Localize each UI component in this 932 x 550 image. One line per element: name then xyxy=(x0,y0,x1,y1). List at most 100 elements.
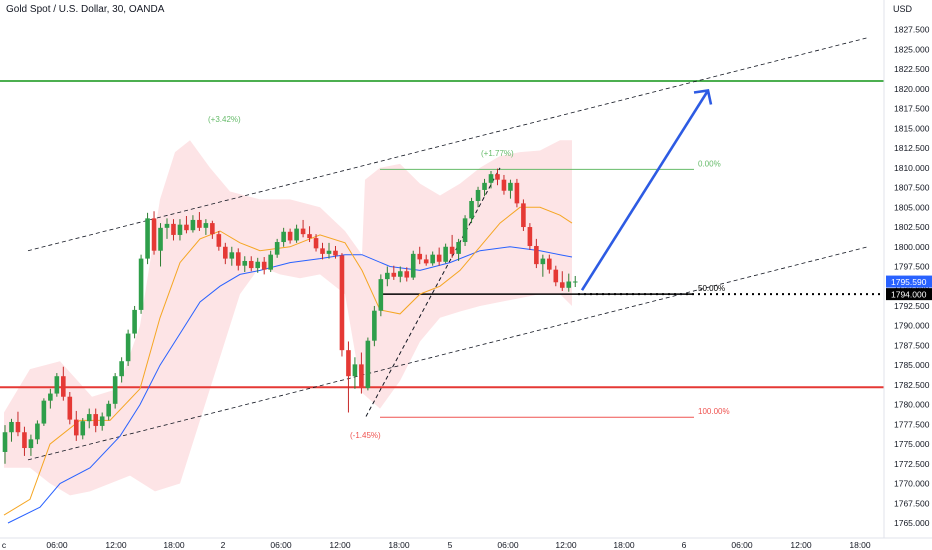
x-tick-label: 18:00 xyxy=(388,540,410,550)
candle-body xyxy=(475,189,481,201)
projection-arrow-line xyxy=(580,89,710,291)
candle-body xyxy=(449,246,455,254)
candle-body xyxy=(9,421,14,433)
y-tick-label: 1810.000 xyxy=(894,163,930,173)
x-tick-label: 18:00 xyxy=(613,540,635,550)
candle-body xyxy=(145,218,150,259)
change-percent-label: (-1.45%) xyxy=(350,431,381,440)
price-tag-box xyxy=(886,288,932,301)
y-tick-label: 1807.500 xyxy=(894,183,930,193)
y-tick-label: 1780.000 xyxy=(894,400,930,410)
candle-body xyxy=(216,234,222,247)
candle-body xyxy=(333,250,338,256)
x-tick-label: 6 xyxy=(682,540,687,550)
channel-upper-line xyxy=(27,37,869,252)
candle-body xyxy=(462,218,468,243)
y-tick-label: 1767.500 xyxy=(894,498,930,508)
x-tick-label: 06:00 xyxy=(270,540,292,550)
candle-body xyxy=(274,242,280,255)
candle-body xyxy=(365,340,371,389)
change-percent-label: (+1.77%) xyxy=(481,149,514,158)
candle-body xyxy=(73,419,79,436)
candle-body xyxy=(164,223,170,228)
x-tick-label: 2 xyxy=(221,540,226,550)
candle-body xyxy=(572,281,578,283)
x-tick-label: 5 xyxy=(448,540,453,550)
candle-body xyxy=(229,252,235,259)
candle-body xyxy=(456,242,461,254)
y-tick-label: 1790.000 xyxy=(894,321,930,331)
y-tick-label: 1812.500 xyxy=(894,143,930,153)
y-tick-label: 1825.000 xyxy=(894,44,930,54)
candle-body xyxy=(397,271,403,277)
candle-body xyxy=(261,261,267,270)
channel-lower-line xyxy=(27,246,869,461)
candle-body xyxy=(378,279,384,311)
candle-body xyxy=(48,393,53,401)
candle-body xyxy=(553,269,559,283)
candle-body xyxy=(210,223,215,235)
candle-body xyxy=(184,224,189,231)
candle-body xyxy=(119,361,124,377)
candle-body xyxy=(352,364,358,377)
candle-body xyxy=(540,258,546,265)
x-tick-label: 06:00 xyxy=(497,540,519,550)
candle-body xyxy=(125,333,131,362)
candle-body xyxy=(482,182,487,190)
candle-body xyxy=(527,227,533,246)
candle-body xyxy=(2,432,8,452)
price-axis-unit: USD xyxy=(893,4,913,14)
candle-body xyxy=(138,258,144,310)
y-tick-label: 1782.500 xyxy=(894,380,930,390)
candle-body xyxy=(559,282,565,288)
candle-body xyxy=(41,400,47,424)
candle-body xyxy=(15,421,21,433)
y-tick-label: 1785.000 xyxy=(894,360,930,370)
x-tick-label: 12:00 xyxy=(105,540,127,550)
y-tick-label: 1797.500 xyxy=(894,262,930,272)
y-tick-label: 1777.500 xyxy=(894,419,930,429)
candle-body xyxy=(203,223,209,228)
candle-body xyxy=(171,223,176,235)
y-tick-label: 1805.000 xyxy=(894,202,930,212)
y-tick-label: 1800.000 xyxy=(894,242,930,252)
candle-body xyxy=(54,376,60,394)
candle-body xyxy=(469,200,474,219)
price-tag-box xyxy=(886,275,932,288)
candle-body xyxy=(404,271,410,278)
candle-body xyxy=(339,255,345,351)
candle-body xyxy=(255,261,261,269)
y-tick-label: 1802.500 xyxy=(894,222,930,232)
y-tick-label: 1820.000 xyxy=(894,84,930,94)
candle-body xyxy=(547,258,552,270)
candle-body xyxy=(223,246,228,259)
y-tick-label: 1775.000 xyxy=(894,439,930,449)
y-tick-label: 1787.500 xyxy=(894,340,930,350)
candle-body xyxy=(177,224,183,235)
candle-body xyxy=(495,174,500,180)
candle-body xyxy=(534,245,539,265)
price-tag-label: 1795.590 xyxy=(891,277,927,287)
fib-level-label: 0.00% xyxy=(698,159,721,168)
y-tick-label: 1772.500 xyxy=(894,459,930,469)
candle-body xyxy=(281,231,286,243)
x-tick-label: 18:00 xyxy=(849,540,871,550)
candle-body xyxy=(242,260,248,266)
candle-body xyxy=(391,272,397,277)
x-tick-label: 12:00 xyxy=(555,540,577,550)
moving-average-orange xyxy=(3,206,573,516)
candle-body xyxy=(385,272,390,280)
candle-body xyxy=(151,218,157,251)
candle-body xyxy=(423,259,429,264)
candle-body xyxy=(307,234,312,239)
candle-body xyxy=(372,310,377,341)
candle-body xyxy=(93,414,99,426)
candle-body xyxy=(106,403,111,417)
candle-body xyxy=(158,227,163,251)
candle-body xyxy=(248,260,254,269)
candle-body xyxy=(326,250,332,254)
y-tick-label: 1792.500 xyxy=(894,301,930,311)
x-tick-label: 06:00 xyxy=(731,540,753,550)
candle-body xyxy=(132,309,137,334)
